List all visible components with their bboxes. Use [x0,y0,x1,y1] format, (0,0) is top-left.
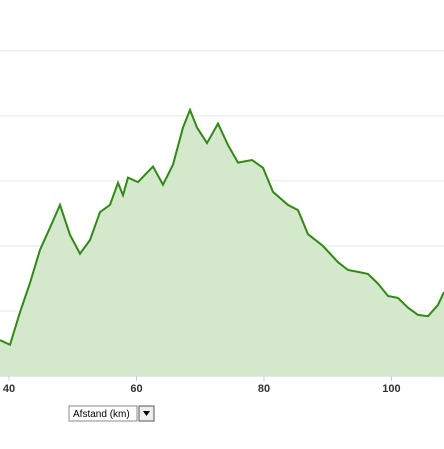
plot-area: 40 60 80 100 [0,50,444,395]
line [0,107,444,347]
x-tick-label: 80 [258,383,270,395]
x-tick-label: 40 [3,383,15,395]
dropdown[interactable] [68,405,138,422]
x-tick-label: 100 [382,383,400,395]
dropdown-label: Afstand (km) [73,409,130,420]
x-tick-label: 60 [130,383,142,395]
area-fill [0,109,444,377]
dropdown-arrow [143,411,150,416]
